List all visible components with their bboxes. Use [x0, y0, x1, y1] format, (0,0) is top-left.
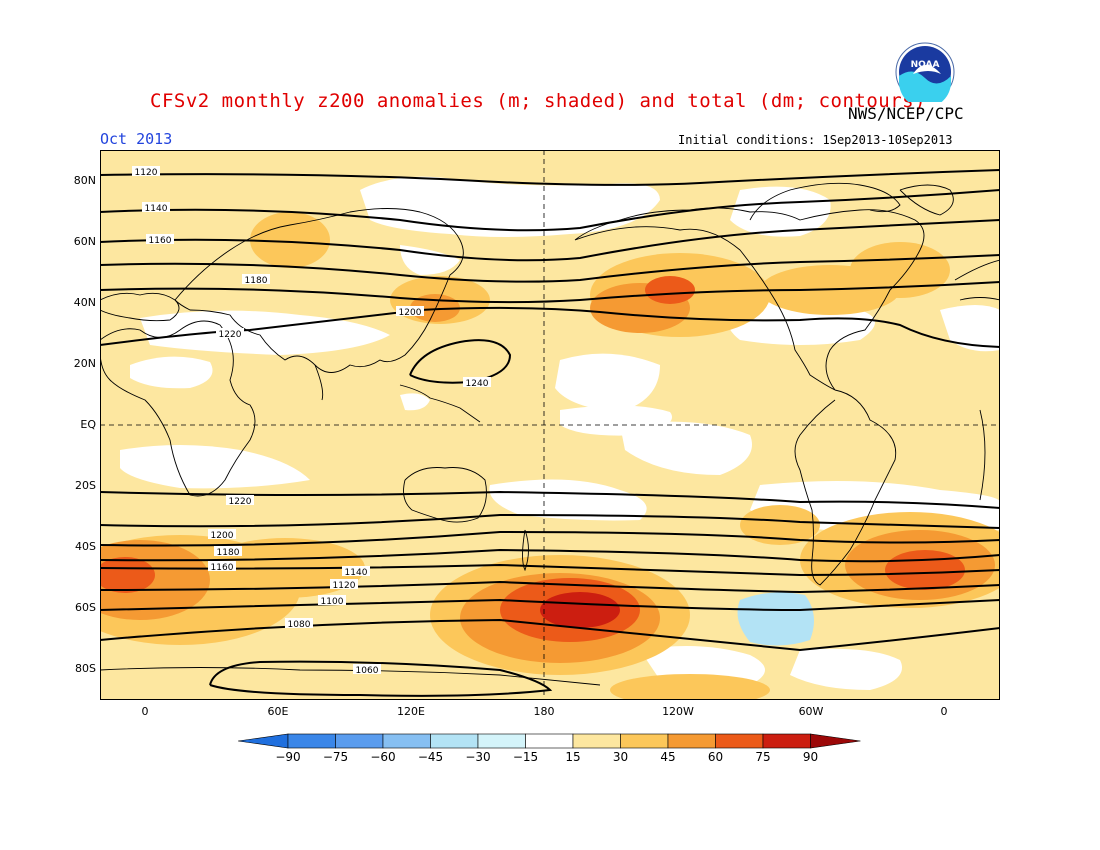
anomaly-map: 1120 1140 1160 1180 1200 1220 1240 1220 … [100, 150, 1000, 700]
lat-tick-label: 80S [75, 662, 96, 675]
lat-tick-label: 40N [73, 296, 96, 309]
contour-label: 1120 [135, 168, 158, 178]
colorbar-tick-label: −45 [418, 750, 443, 764]
colorbar-swatch [335, 733, 384, 749]
lat-tick-label: 20N [73, 357, 96, 370]
lat-tick-label: 40S [75, 540, 96, 553]
contour-label: 1240 [466, 379, 489, 389]
contour-label: 1200 [211, 531, 234, 541]
contour-label: 1140 [345, 568, 368, 578]
near-zero-regions [120, 176, 1000, 690]
colorbar-tick-label: 45 [660, 750, 675, 764]
colorbar-tick-label: −90 [275, 750, 300, 764]
agency-label: NWS/NCEP/CPC [848, 104, 964, 123]
colorbar-swatch [715, 733, 764, 749]
colorbar-tick-label: 30 [613, 750, 628, 764]
lat-tick-label: 20S [75, 479, 96, 492]
colorbar-tick-label: −15 [513, 750, 538, 764]
colorbar-tick-label: 90 [803, 750, 818, 764]
colorbar-swatch [238, 733, 289, 749]
contour-labels: 1120 1140 1160 1180 1200 1220 1240 1220 … [132, 166, 491, 676]
colorbar-swatch [430, 733, 479, 749]
colorbar-tick-label: −60 [370, 750, 395, 764]
lat-tick-label: 60N [73, 235, 96, 248]
colorbar-tick-label: 15 [565, 750, 580, 764]
contour-label: 1160 [211, 563, 234, 573]
colorbar-swatch [620, 733, 669, 749]
colorbar-swatch [572, 733, 621, 749]
lon-tick-label: 120W [662, 705, 694, 718]
contour-label: 1220 [229, 497, 252, 507]
colorbar-swatch [810, 733, 861, 749]
extreme-positive-regions [540, 592, 620, 628]
height-contours [100, 169, 1000, 697]
colorbar-swatch [762, 733, 811, 749]
lat-tick-label: 60S [75, 601, 96, 614]
noaa-logo-text: NOAA [911, 60, 940, 70]
colorbar-swatch [667, 733, 716, 749]
lon-tick-label: 120E [397, 705, 425, 718]
contour-label: 1100 [321, 597, 344, 607]
contour-label: 1180 [245, 276, 268, 286]
map-frame [100, 150, 1000, 700]
lon-tick-label: 60W [798, 705, 824, 718]
colorbar-swatch [477, 733, 526, 749]
lon-tick-label: 0 [141, 705, 149, 718]
colorbar: −90 −75 −60 −45 −30 −15 15 30 45 60 75 90 [238, 733, 861, 764]
contour-label: 1220 [219, 330, 242, 340]
colorbar-swatch [382, 733, 431, 749]
lat-tick-label: EQ [80, 418, 96, 431]
colorbar-tick-label: 60 [708, 750, 723, 764]
lon-tick-label: 60E [267, 705, 289, 718]
colorbar-swatch [525, 733, 574, 749]
forecast-month: Oct 2013 [100, 130, 173, 148]
colorbar-tick-label: −30 [465, 750, 490, 764]
chart-title: CFSv2 monthly z200 anomalies (m; shaded)… [150, 90, 927, 112]
contour-label: 1080 [288, 620, 311, 630]
colorbar-tick-label: −75 [323, 750, 348, 764]
colorbar-tick-label: 75 [755, 750, 770, 764]
colorbar-ticks: −90 −75 −60 −45 −30 −15 15 30 45 60 75 90 [275, 750, 818, 764]
contour-label: 1120 [333, 581, 356, 591]
colorbar-swatches [238, 733, 861, 749]
colorbar-swatch [287, 733, 336, 749]
contour-label: 1160 [149, 236, 172, 246]
contour-label: 1180 [217, 548, 240, 558]
lon-tick-label: 0 [940, 705, 948, 718]
contour-label: 1200 [399, 308, 422, 318]
lon-axis: 0 60E 120E 180 120W 60W 0 [100, 705, 1000, 721]
contour-label: 1060 [356, 666, 379, 676]
lon-tick-label: 180 [533, 705, 555, 718]
negative-anomaly-region [737, 592, 814, 646]
lat-axis: 80N 60N 40N 20N EQ 20S 40S 60S 80S [58, 150, 96, 700]
contour-label: 1140 [145, 204, 168, 214]
noaa-logo-icon: NOAA [895, 42, 955, 102]
lat-tick-label: 80N [73, 174, 96, 187]
initial-conditions: Initial conditions: 1Sep2013-10Sep2013 [678, 133, 953, 147]
